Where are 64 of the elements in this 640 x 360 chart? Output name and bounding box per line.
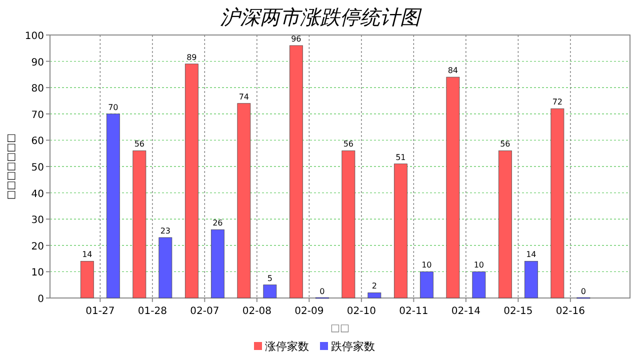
y-tick-label: 90: [31, 57, 44, 68]
chart-title: 沪深两市涨跌停统计图: [220, 5, 422, 29]
bar: [420, 272, 434, 298]
data-label: 70: [108, 102, 118, 112]
y-tick-label: 60: [31, 136, 44, 148]
x-tick-label: 02-10: [346, 306, 376, 317]
x-tick-label: 01-28: [138, 306, 167, 317]
bar: [368, 292, 382, 298]
data-label: 84: [448, 66, 458, 76]
x-tick-label: 02-11: [399, 306, 428, 317]
bar: [263, 284, 277, 298]
bar: [80, 260, 94, 298]
bar: [394, 164, 408, 298]
legend-label: 跌停家数: [331, 340, 375, 353]
bar: [550, 108, 564, 298]
data-label: 56: [343, 140, 354, 149]
data-label: 23: [160, 226, 171, 236]
y-tick-label: 50: [31, 162, 44, 174]
data-label: 74: [238, 92, 250, 102]
data-label: 10: [474, 260, 484, 270]
bar: [289, 45, 303, 298]
y-tick-label: 100: [24, 31, 44, 42]
data-label: 89: [186, 52, 197, 62]
x-tick-label: 01-27: [86, 306, 115, 317]
bar: [132, 150, 146, 298]
data-label: 56: [134, 140, 145, 149]
x-axis-title: □□: [330, 323, 350, 334]
bar: [237, 103, 251, 298]
y-tick-label: 0: [38, 294, 44, 305]
data-label: 2: [372, 282, 377, 291]
y-axis-title: □□□□□□□: [6, 133, 17, 200]
x-tick-label: 02-14: [451, 306, 480, 317]
y-tick-label: 70: [31, 110, 44, 121]
bar: [106, 114, 120, 298]
bar: [184, 64, 198, 298]
y-tick-label: 20: [31, 241, 44, 252]
y-tick-label: 40: [31, 188, 44, 200]
data-label: 0: [320, 287, 325, 296]
x-tick-label: 02-09: [294, 306, 324, 317]
x-tick-label: 02-08: [242, 306, 272, 317]
bar: [210, 229, 224, 298]
y-tick-label: 10: [31, 268, 44, 279]
data-label: 14: [82, 250, 92, 260]
bar: [158, 237, 172, 298]
data-label: 0: [580, 287, 586, 296]
bar: [342, 150, 356, 298]
data-label: 26: [212, 218, 223, 228]
legend-label: 涨停家数: [265, 340, 309, 353]
bar: [498, 150, 512, 298]
data-label: 14: [526, 250, 536, 260]
x-tick-label: 02-16: [556, 306, 585, 317]
data-label: 56: [500, 140, 510, 149]
data-label: 72: [552, 98, 563, 107]
x-tick-label: 02-15: [504, 306, 533, 317]
bar: [472, 272, 486, 298]
bar: [446, 76, 460, 298]
y-tick-label: 30: [31, 215, 44, 226]
x-tick-label: 02-07: [190, 306, 220, 317]
bar: [524, 260, 538, 298]
data-label: 96: [291, 34, 302, 44]
data-label: 5: [267, 274, 272, 283]
data-label: 51: [396, 152, 406, 162]
y-tick-label: 80: [31, 84, 44, 95]
data-label: 10: [422, 260, 432, 270]
